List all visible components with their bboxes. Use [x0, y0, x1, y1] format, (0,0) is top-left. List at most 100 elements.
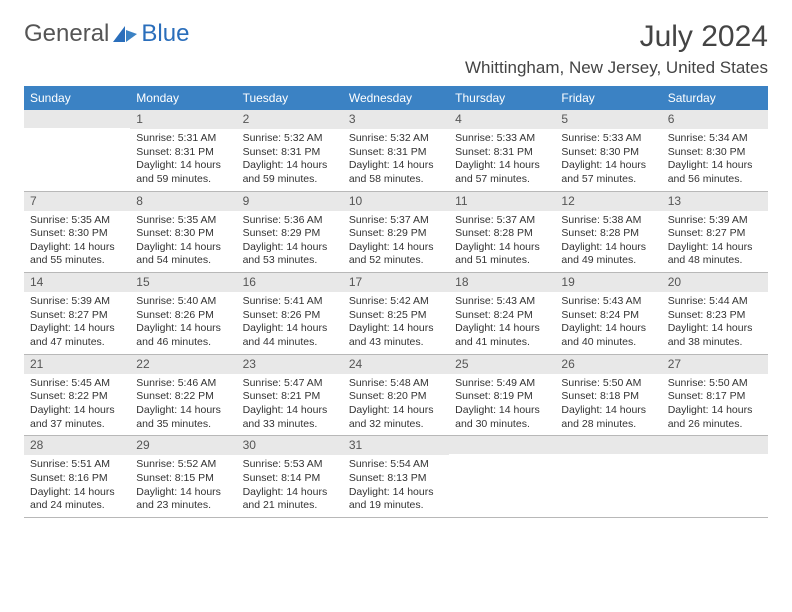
day-number: 24 [343, 355, 449, 374]
day-cell [24, 110, 130, 191]
day-cell: 5Sunrise: 5:33 AMSunset: 8:30 PMDaylight… [555, 110, 661, 191]
day-cell: 28Sunrise: 5:51 AMSunset: 8:16 PMDayligh… [24, 436, 130, 517]
logo-text-general: General [24, 20, 109, 48]
day-cell [662, 436, 768, 517]
day-cell: 24Sunrise: 5:48 AMSunset: 8:20 PMDayligh… [343, 355, 449, 436]
weekday-header: Friday [555, 86, 661, 110]
daylight-line: Daylight: 14 hours and 57 minutes. [561, 159, 655, 186]
daylight-line: Daylight: 14 hours and 19 minutes. [349, 486, 443, 513]
sunset-line: Sunset: 8:26 PM [136, 309, 230, 323]
daylight-line: Daylight: 14 hours and 52 minutes. [349, 241, 443, 268]
day-number [662, 436, 768, 454]
day-body: Sunrise: 5:35 AMSunset: 8:30 PMDaylight:… [24, 211, 130, 273]
day-number: 7 [24, 192, 130, 211]
day-body: Sunrise: 5:47 AMSunset: 8:21 PMDaylight:… [237, 374, 343, 436]
day-number: 9 [237, 192, 343, 211]
day-cell: 14Sunrise: 5:39 AMSunset: 8:27 PMDayligh… [24, 273, 130, 354]
sunrise-line: Sunrise: 5:44 AM [668, 295, 762, 309]
daylight-line: Daylight: 14 hours and 58 minutes. [349, 159, 443, 186]
sunset-line: Sunset: 8:27 PM [30, 309, 124, 323]
sunset-line: Sunset: 8:31 PM [136, 146, 230, 160]
sunrise-line: Sunrise: 5:32 AM [349, 132, 443, 146]
sunset-line: Sunset: 8:31 PM [455, 146, 549, 160]
day-body: Sunrise: 5:51 AMSunset: 8:16 PMDaylight:… [24, 455, 130, 517]
day-number: 18 [449, 273, 555, 292]
day-body: Sunrise: 5:44 AMSunset: 8:23 PMDaylight:… [662, 292, 768, 354]
weekday-header: Saturday [662, 86, 768, 110]
day-cell: 7Sunrise: 5:35 AMSunset: 8:30 PMDaylight… [24, 192, 130, 273]
weekday-header: Thursday [449, 86, 555, 110]
day-cell: 12Sunrise: 5:38 AMSunset: 8:28 PMDayligh… [555, 192, 661, 273]
sunset-line: Sunset: 8:31 PM [243, 146, 337, 160]
day-number: 6 [662, 110, 768, 129]
sunset-line: Sunset: 8:28 PM [455, 227, 549, 241]
sunset-line: Sunset: 8:24 PM [455, 309, 549, 323]
sunset-line: Sunset: 8:30 PM [668, 146, 762, 160]
week-row: 7Sunrise: 5:35 AMSunset: 8:30 PMDaylight… [24, 192, 768, 274]
weekday-header: Sunday [24, 86, 130, 110]
day-body: Sunrise: 5:42 AMSunset: 8:25 PMDaylight:… [343, 292, 449, 354]
day-number: 3 [343, 110, 449, 129]
sunrise-line: Sunrise: 5:40 AM [136, 295, 230, 309]
daylight-line: Daylight: 14 hours and 40 minutes. [561, 322, 655, 349]
weekday-header: Tuesday [237, 86, 343, 110]
week-row: 28Sunrise: 5:51 AMSunset: 8:16 PMDayligh… [24, 436, 768, 518]
day-number: 1 [130, 110, 236, 129]
sunrise-line: Sunrise: 5:39 AM [30, 295, 124, 309]
day-body: Sunrise: 5:32 AMSunset: 8:31 PMDaylight:… [343, 129, 449, 191]
day-body: Sunrise: 5:39 AMSunset: 8:27 PMDaylight:… [662, 211, 768, 273]
day-cell: 16Sunrise: 5:41 AMSunset: 8:26 PMDayligh… [237, 273, 343, 354]
daylight-line: Daylight: 14 hours and 32 minutes. [349, 404, 443, 431]
day-body: Sunrise: 5:33 AMSunset: 8:31 PMDaylight:… [449, 129, 555, 191]
day-number: 11 [449, 192, 555, 211]
weeks-container: 1Sunrise: 5:31 AMSunset: 8:31 PMDaylight… [24, 110, 768, 518]
day-number: 23 [237, 355, 343, 374]
day-number: 31 [343, 436, 449, 455]
day-body [449, 454, 555, 512]
day-body: Sunrise: 5:43 AMSunset: 8:24 PMDaylight:… [449, 292, 555, 354]
daylight-line: Daylight: 14 hours and 51 minutes. [455, 241, 549, 268]
sunset-line: Sunset: 8:26 PM [243, 309, 337, 323]
day-cell: 9Sunrise: 5:36 AMSunset: 8:29 PMDaylight… [237, 192, 343, 273]
daylight-line: Daylight: 14 hours and 44 minutes. [243, 322, 337, 349]
day-number: 25 [449, 355, 555, 374]
daylight-line: Daylight: 14 hours and 55 minutes. [30, 241, 124, 268]
day-body: Sunrise: 5:41 AMSunset: 8:26 PMDaylight:… [237, 292, 343, 354]
sunrise-line: Sunrise: 5:51 AM [30, 458, 124, 472]
daylight-line: Daylight: 14 hours and 41 minutes. [455, 322, 549, 349]
weekday-header: Wednesday [343, 86, 449, 110]
sunrise-line: Sunrise: 5:37 AM [349, 214, 443, 228]
day-body: Sunrise: 5:40 AMSunset: 8:26 PMDaylight:… [130, 292, 236, 354]
daylight-line: Daylight: 14 hours and 59 minutes. [136, 159, 230, 186]
day-body: Sunrise: 5:53 AMSunset: 8:14 PMDaylight:… [237, 455, 343, 517]
daylight-line: Daylight: 14 hours and 57 minutes. [455, 159, 549, 186]
day-cell: 10Sunrise: 5:37 AMSunset: 8:29 PMDayligh… [343, 192, 449, 273]
sunrise-line: Sunrise: 5:37 AM [455, 214, 549, 228]
sunrise-line: Sunrise: 5:52 AM [136, 458, 230, 472]
day-number: 5 [555, 110, 661, 129]
sunrise-line: Sunrise: 5:45 AM [30, 377, 124, 391]
calendar: SundayMondayTuesdayWednesdayThursdayFrid… [24, 86, 768, 518]
day-body: Sunrise: 5:43 AMSunset: 8:24 PMDaylight:… [555, 292, 661, 354]
logo-text-blue: Blue [141, 20, 189, 48]
daylight-line: Daylight: 14 hours and 33 minutes. [243, 404, 337, 431]
day-number: 14 [24, 273, 130, 292]
sunrise-line: Sunrise: 5:32 AM [243, 132, 337, 146]
day-body: Sunrise: 5:36 AMSunset: 8:29 PMDaylight:… [237, 211, 343, 273]
daylight-line: Daylight: 14 hours and 56 minutes. [668, 159, 762, 186]
day-number: 21 [24, 355, 130, 374]
day-number: 28 [24, 436, 130, 455]
sunset-line: Sunset: 8:30 PM [561, 146, 655, 160]
sunset-line: Sunset: 8:16 PM [30, 472, 124, 486]
day-cell: 13Sunrise: 5:39 AMSunset: 8:27 PMDayligh… [662, 192, 768, 273]
day-body: Sunrise: 5:45 AMSunset: 8:22 PMDaylight:… [24, 374, 130, 436]
sunrise-line: Sunrise: 5:53 AM [243, 458, 337, 472]
daylight-line: Daylight: 14 hours and 43 minutes. [349, 322, 443, 349]
day-number: 19 [555, 273, 661, 292]
sunrise-line: Sunrise: 5:33 AM [455, 132, 549, 146]
day-cell: 25Sunrise: 5:49 AMSunset: 8:19 PMDayligh… [449, 355, 555, 436]
day-body: Sunrise: 5:54 AMSunset: 8:13 PMDaylight:… [343, 455, 449, 517]
day-body: Sunrise: 5:32 AMSunset: 8:31 PMDaylight:… [237, 129, 343, 191]
sunrise-line: Sunrise: 5:34 AM [668, 132, 762, 146]
sunrise-line: Sunrise: 5:49 AM [455, 377, 549, 391]
